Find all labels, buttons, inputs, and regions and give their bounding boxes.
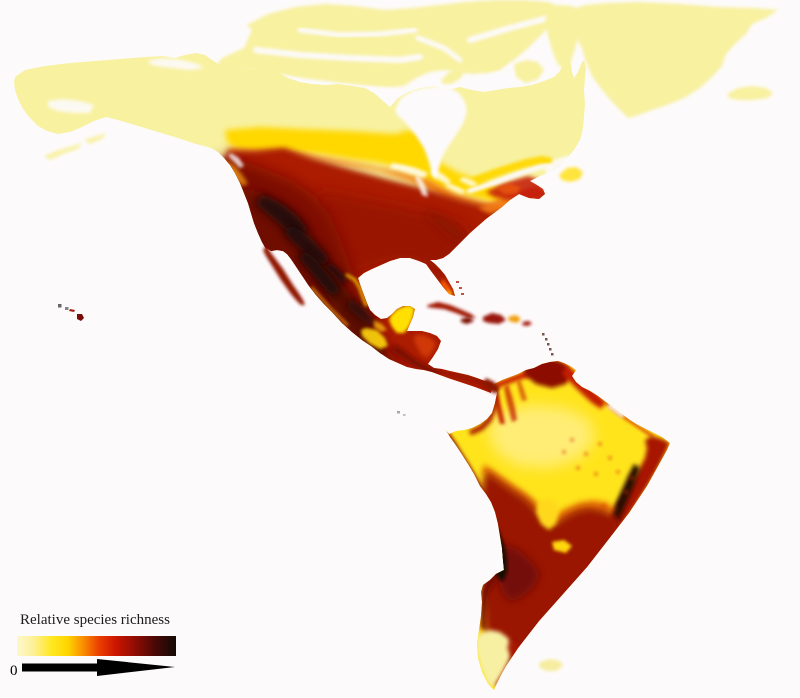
svg-text:0: 0	[10, 663, 18, 679]
svg-text:Relative species richness: Relative species richness	[20, 612, 170, 628]
